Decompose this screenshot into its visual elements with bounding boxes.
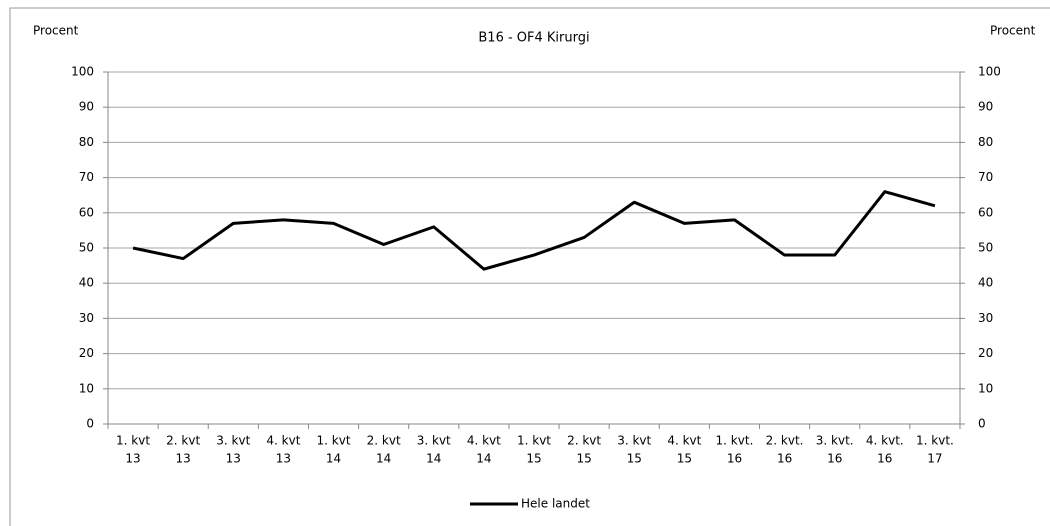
- y-tick-label: 70: [79, 170, 94, 184]
- x-tick-label: 14: [476, 452, 491, 466]
- x-tick-label: 15: [526, 452, 541, 466]
- y2-tick-label: 30: [978, 311, 993, 325]
- x-tick-label: 1. kvt: [517, 434, 551, 448]
- x-tick-label: 14: [376, 452, 391, 466]
- x-tick-label: 1. kvt: [317, 434, 351, 448]
- x-tick-label: 16: [827, 452, 842, 466]
- x-tick-label: 1. kvt: [116, 434, 150, 448]
- line: [132, 190, 936, 271]
- x-tick-label: 3. kvt: [617, 434, 651, 448]
- x-tick-label: 3. kvt: [417, 434, 451, 448]
- y-tick-label: 100: [71, 65, 94, 79]
- x-tick-label: 4. kvt: [266, 434, 300, 448]
- x-tick-label: 15: [576, 452, 591, 466]
- x-tick-label: 15: [627, 452, 642, 466]
- y2-tick-label: 80: [978, 135, 993, 149]
- x-tick-label: 16: [727, 452, 742, 466]
- y-tick-label: 50: [79, 241, 94, 255]
- y2-tick-label: 20: [978, 346, 993, 360]
- x-tick-label: 13: [176, 452, 191, 466]
- x-tick-label: 2. kvt.: [766, 434, 804, 448]
- y2-tick-label: 70: [978, 170, 993, 184]
- x-tick-label: 13: [125, 452, 140, 466]
- y2-axis-title: Procent: [990, 24, 1036, 38]
- y-tick-label: 40: [79, 276, 94, 290]
- chart-frame: [9, 7, 1050, 526]
- x-tick-label: 17: [927, 452, 942, 466]
- x-tick-label: 2. kvt: [567, 434, 601, 448]
- y2-tick-label: 40: [978, 276, 993, 290]
- chart-title: B16 - OF4 Kirurgi: [478, 31, 589, 46]
- y-tick-label: 80: [79, 135, 94, 149]
- y-tick-label: 90: [79, 100, 94, 114]
- x-tick-label: 14: [326, 452, 341, 466]
- x-tick-label: 16: [777, 452, 792, 466]
- y-tick-label: 30: [79, 311, 94, 325]
- x-tick-label: 14: [426, 452, 441, 466]
- x-tick-label: 13: [226, 452, 241, 466]
- y2-tick-label: 100: [978, 65, 1001, 79]
- x-tick-label: 13: [276, 452, 291, 466]
- x-tick-label: 2. kvt: [166, 434, 200, 448]
- y2-tick-label: 10: [978, 381, 993, 395]
- x-tick-label: 15: [677, 452, 692, 466]
- x-tick-label: 16: [877, 452, 892, 466]
- y-tick-label: 20: [79, 346, 94, 360]
- legend-label: Hele landet: [521, 497, 590, 511]
- x-tick-label: 3. kvt: [216, 434, 250, 448]
- x-tick-label: 1. kvt.: [716, 434, 754, 448]
- x-tick-label: 4. kvt.: [866, 434, 904, 448]
- y2-tick-label: 50: [978, 241, 993, 255]
- y-tick-label: 60: [79, 205, 94, 219]
- x-tick-label: 3. kvt.: [816, 434, 854, 448]
- y-tick-label: 0: [86, 417, 94, 431]
- x-tick-label: 4. kvt: [667, 434, 701, 448]
- x-tick-label: 2. kvt: [367, 434, 401, 448]
- x-tick-label: 1. kvt.: [916, 434, 954, 448]
- y-tick-label: 10: [79, 381, 94, 395]
- y2-tick-label: 60: [978, 205, 993, 219]
- y2-tick-label: 90: [978, 100, 993, 114]
- x-tick-label: 4. kvt: [467, 434, 501, 448]
- y-axis-title: Procent: [33, 24, 79, 38]
- y2-tick-label: 0: [978, 417, 986, 431]
